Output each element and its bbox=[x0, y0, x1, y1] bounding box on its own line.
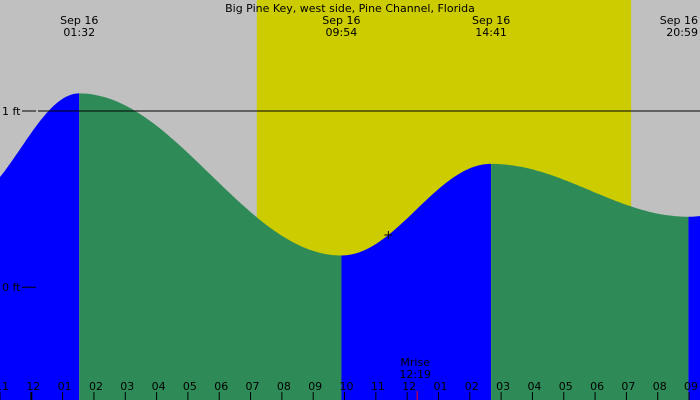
x-tick-label-6: 05 bbox=[183, 380, 197, 393]
chart-title: Big Pine Key, west side, Pine Channel, F… bbox=[225, 2, 475, 15]
x-tick-label-9: 08 bbox=[277, 380, 291, 393]
x-tick-label-8: 07 bbox=[246, 380, 260, 393]
y-tick-label-0: 1 ft bbox=[2, 105, 21, 118]
x-axis: 11 12 01 02 03 04 05 06 07 08 09 10 11 12 01 02 03 04 05 06… bbox=[0, 380, 698, 400]
falling-tide-area-3 bbox=[491, 163, 689, 400]
x-tick-label-4: 03 bbox=[120, 380, 134, 393]
x-tick-label-1: 12 bbox=[26, 380, 40, 393]
x-tick-label-18: 05 bbox=[559, 380, 573, 393]
rising-tide-area-2 bbox=[341, 163, 492, 400]
x-tick-label-3: 02 bbox=[89, 380, 103, 393]
extreme-time-0: 01:32 bbox=[63, 26, 95, 39]
x-tick-label-20: 07 bbox=[621, 380, 635, 393]
x-tick-label-22: 09 bbox=[684, 380, 698, 393]
extreme-date-2: Sep 16 bbox=[472, 14, 510, 27]
moonrise-time: 12:19 bbox=[399, 368, 431, 381]
extreme-time-1: 09:54 bbox=[326, 26, 358, 39]
tide-area-group bbox=[0, 93, 700, 400]
extreme-time-3: 20:59 bbox=[666, 26, 698, 39]
extreme-date-3: Sep 16 bbox=[660, 14, 698, 27]
rising-tide-area-4 bbox=[688, 216, 700, 400]
x-tick-label-13: 12 bbox=[402, 380, 416, 393]
x-tick-label-5: 04 bbox=[152, 380, 166, 393]
x-tick-label-10: 09 bbox=[308, 380, 322, 393]
extreme-time-2: 14:41 bbox=[475, 26, 507, 39]
x-tick-label-11: 10 bbox=[340, 380, 354, 393]
reference-line-group: 1 ft 0 ft bbox=[2, 105, 700, 294]
x-tick-label-19: 06 bbox=[590, 380, 604, 393]
x-tick-label-0: 11 bbox=[0, 380, 9, 393]
x-tick-label-12: 11 bbox=[371, 380, 385, 393]
x-tick-label-21: 08 bbox=[653, 380, 667, 393]
current-time-marker bbox=[384, 230, 393, 239]
x-tick-label-16: 03 bbox=[496, 380, 510, 393]
moonrise-label: Mrise bbox=[400, 356, 430, 369]
x-tick-label-2: 01 bbox=[58, 380, 72, 393]
x-tick-label-15: 02 bbox=[465, 380, 479, 393]
x-tick-label-14: 01 bbox=[433, 380, 447, 393]
x-tick-label-7: 06 bbox=[214, 380, 228, 393]
falling-tide-area-1 bbox=[79, 93, 342, 400]
x-tick-label-17: 04 bbox=[527, 380, 541, 393]
extreme-date-0: Sep 16 bbox=[60, 14, 98, 27]
rising-tide-area-0 bbox=[0, 93, 80, 400]
extreme-date-1: Sep 16 bbox=[322, 14, 360, 27]
y-tick-label-1: 0 ft bbox=[2, 281, 21, 294]
